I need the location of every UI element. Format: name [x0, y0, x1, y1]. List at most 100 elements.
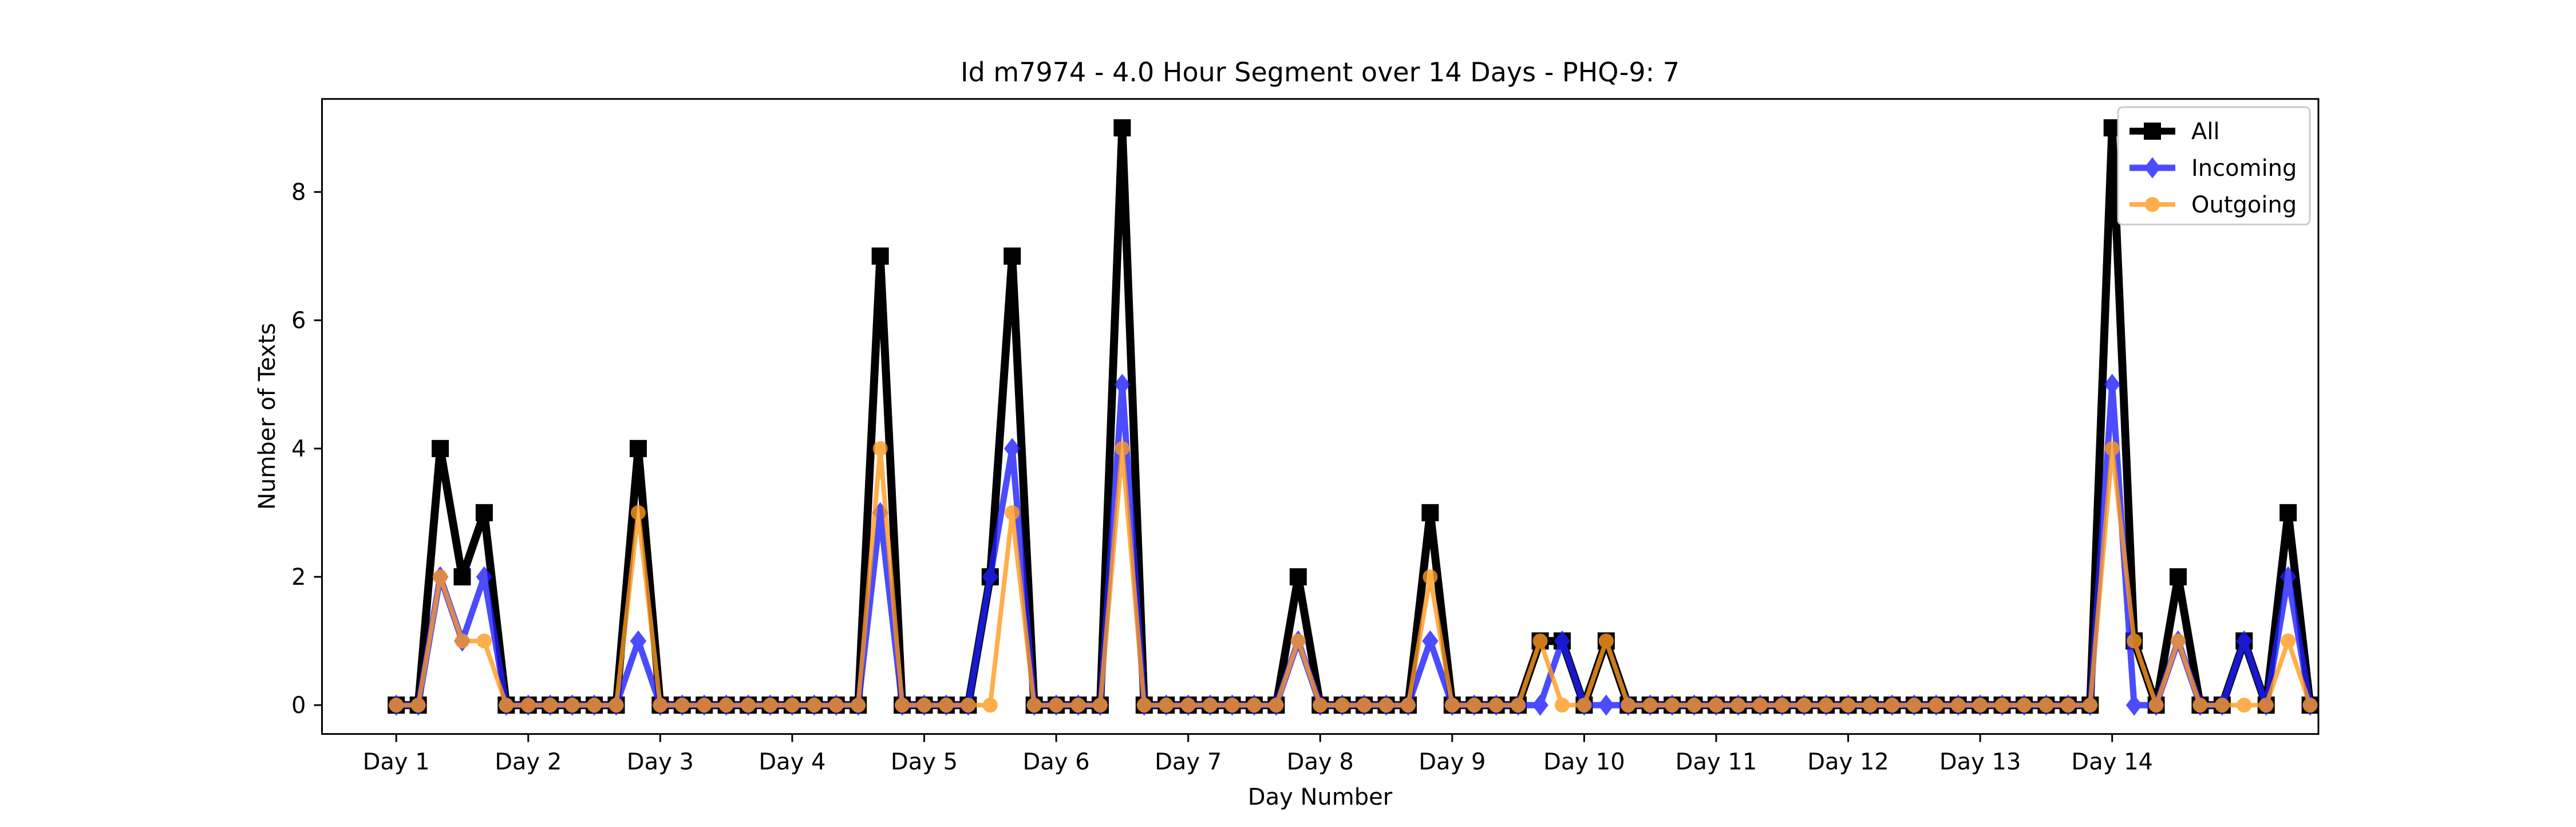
y-axis-label: Number of Texts	[254, 323, 280, 510]
data-point	[1113, 119, 1131, 137]
data-point	[1003, 247, 1021, 265]
data-point	[938, 698, 954, 713]
data-point	[2279, 504, 2297, 522]
data-point	[1115, 441, 1130, 456]
y-tick-label: 4	[291, 436, 306, 462]
data-point	[1203, 698, 1218, 713]
legend-label: Incoming	[2191, 155, 2297, 182]
data-point	[1313, 698, 1328, 713]
x-tick-label: Day 6	[1023, 749, 1090, 775]
data-point	[1884, 698, 1900, 713]
data-point	[1005, 505, 1020, 521]
data-point	[587, 698, 602, 713]
data-point	[674, 698, 690, 713]
data-point	[1488, 698, 1504, 713]
data-point	[1114, 373, 1131, 395]
data-point	[1554, 698, 1570, 713]
data-point	[1180, 698, 1196, 713]
data-point	[1049, 698, 1064, 713]
series-line	[394, 446, 2313, 708]
data-point	[1554, 630, 1571, 652]
data-point	[564, 698, 580, 713]
data-point	[2125, 694, 2143, 716]
x-tick-label: Day 12	[1807, 749, 1889, 775]
data-point	[1598, 694, 1615, 716]
data-point	[1092, 698, 1108, 713]
data-point	[475, 504, 493, 522]
x-axis: Day 1 Day 2 Day 3 Day 4 Day 5 Day 6 Day 7 Day 8…	[363, 734, 2153, 775]
x-tick-label: Day 10	[1543, 749, 1625, 775]
data-point	[1730, 698, 1746, 713]
data-point	[762, 698, 778, 713]
data-point	[1994, 698, 2010, 713]
data-point	[1708, 698, 1724, 713]
y-tick-label: 0	[291, 692, 306, 719]
legend-label: Outgoing	[2191, 192, 2297, 218]
data-point	[1423, 569, 1438, 585]
data-point	[2104, 441, 2120, 456]
data-point	[697, 698, 712, 713]
data-point	[872, 441, 888, 456]
data-point	[2192, 698, 2208, 713]
x-tick-label: Day 3	[627, 749, 694, 775]
x-tick-label: Day 9	[1419, 749, 1485, 775]
data-point	[1136, 698, 1152, 713]
data-point	[1269, 698, 1284, 713]
data-point	[1467, 698, 1482, 713]
data-point	[1357, 698, 1372, 713]
data-point	[1289, 568, 1307, 586]
data-point	[520, 698, 536, 713]
data-point	[784, 698, 800, 713]
data-point	[1621, 698, 1636, 713]
data-point	[476, 633, 492, 649]
data-point	[653, 698, 668, 713]
data-point	[432, 440, 449, 458]
x-tick-label: Day 11	[1676, 749, 1757, 775]
data-point	[916, 698, 932, 713]
data-point	[2104, 373, 2120, 395]
data-point	[741, 698, 756, 713]
x-tick-label: Day 4	[758, 749, 825, 775]
data-point	[1840, 698, 1856, 713]
data-point	[871, 247, 889, 265]
data-point	[895, 698, 910, 713]
x-axis-label: Day Number	[1248, 784, 1393, 810]
data-point	[2302, 698, 2318, 713]
legend-marker	[2144, 123, 2161, 140]
data-point	[961, 698, 976, 713]
data-point	[629, 440, 647, 458]
series-layer	[388, 119, 2319, 716]
data-point	[1421, 504, 1439, 522]
data-point	[851, 698, 866, 713]
data-point	[1400, 698, 1416, 713]
data-point	[609, 698, 624, 713]
data-point	[1598, 633, 1614, 649]
chart-title: Id m7974 - 4.0 Hour Segment over 14 Days…	[961, 57, 1680, 88]
data-point	[1070, 698, 1086, 713]
data-point	[1246, 698, 1262, 713]
data-point	[1686, 698, 1702, 713]
data-point	[2214, 698, 2230, 713]
data-point	[807, 698, 822, 713]
legend-marker	[2145, 197, 2160, 212]
data-point	[1906, 698, 1922, 713]
data-point	[1862, 698, 1878, 713]
x-tick-label: Day 14	[2071, 749, 2153, 775]
x-tick-label: Day 7	[1155, 749, 1222, 775]
data-point	[389, 698, 404, 713]
data-point	[1334, 698, 1350, 713]
data-point	[1950, 698, 1966, 713]
legend-box	[2117, 106, 2311, 226]
legend-entry	[2129, 197, 2175, 212]
data-point	[1577, 698, 1592, 713]
legend: All Incoming Outgoing	[2117, 106, 2311, 226]
data-point	[499, 698, 514, 713]
x-tick-label: Day 2	[495, 749, 562, 775]
x-tick-label: Day 8	[1287, 749, 1354, 775]
data-point	[1444, 698, 1460, 713]
data-point	[1378, 698, 1394, 713]
data-point	[1290, 633, 1306, 649]
x-tick-label: Day 5	[891, 749, 958, 775]
